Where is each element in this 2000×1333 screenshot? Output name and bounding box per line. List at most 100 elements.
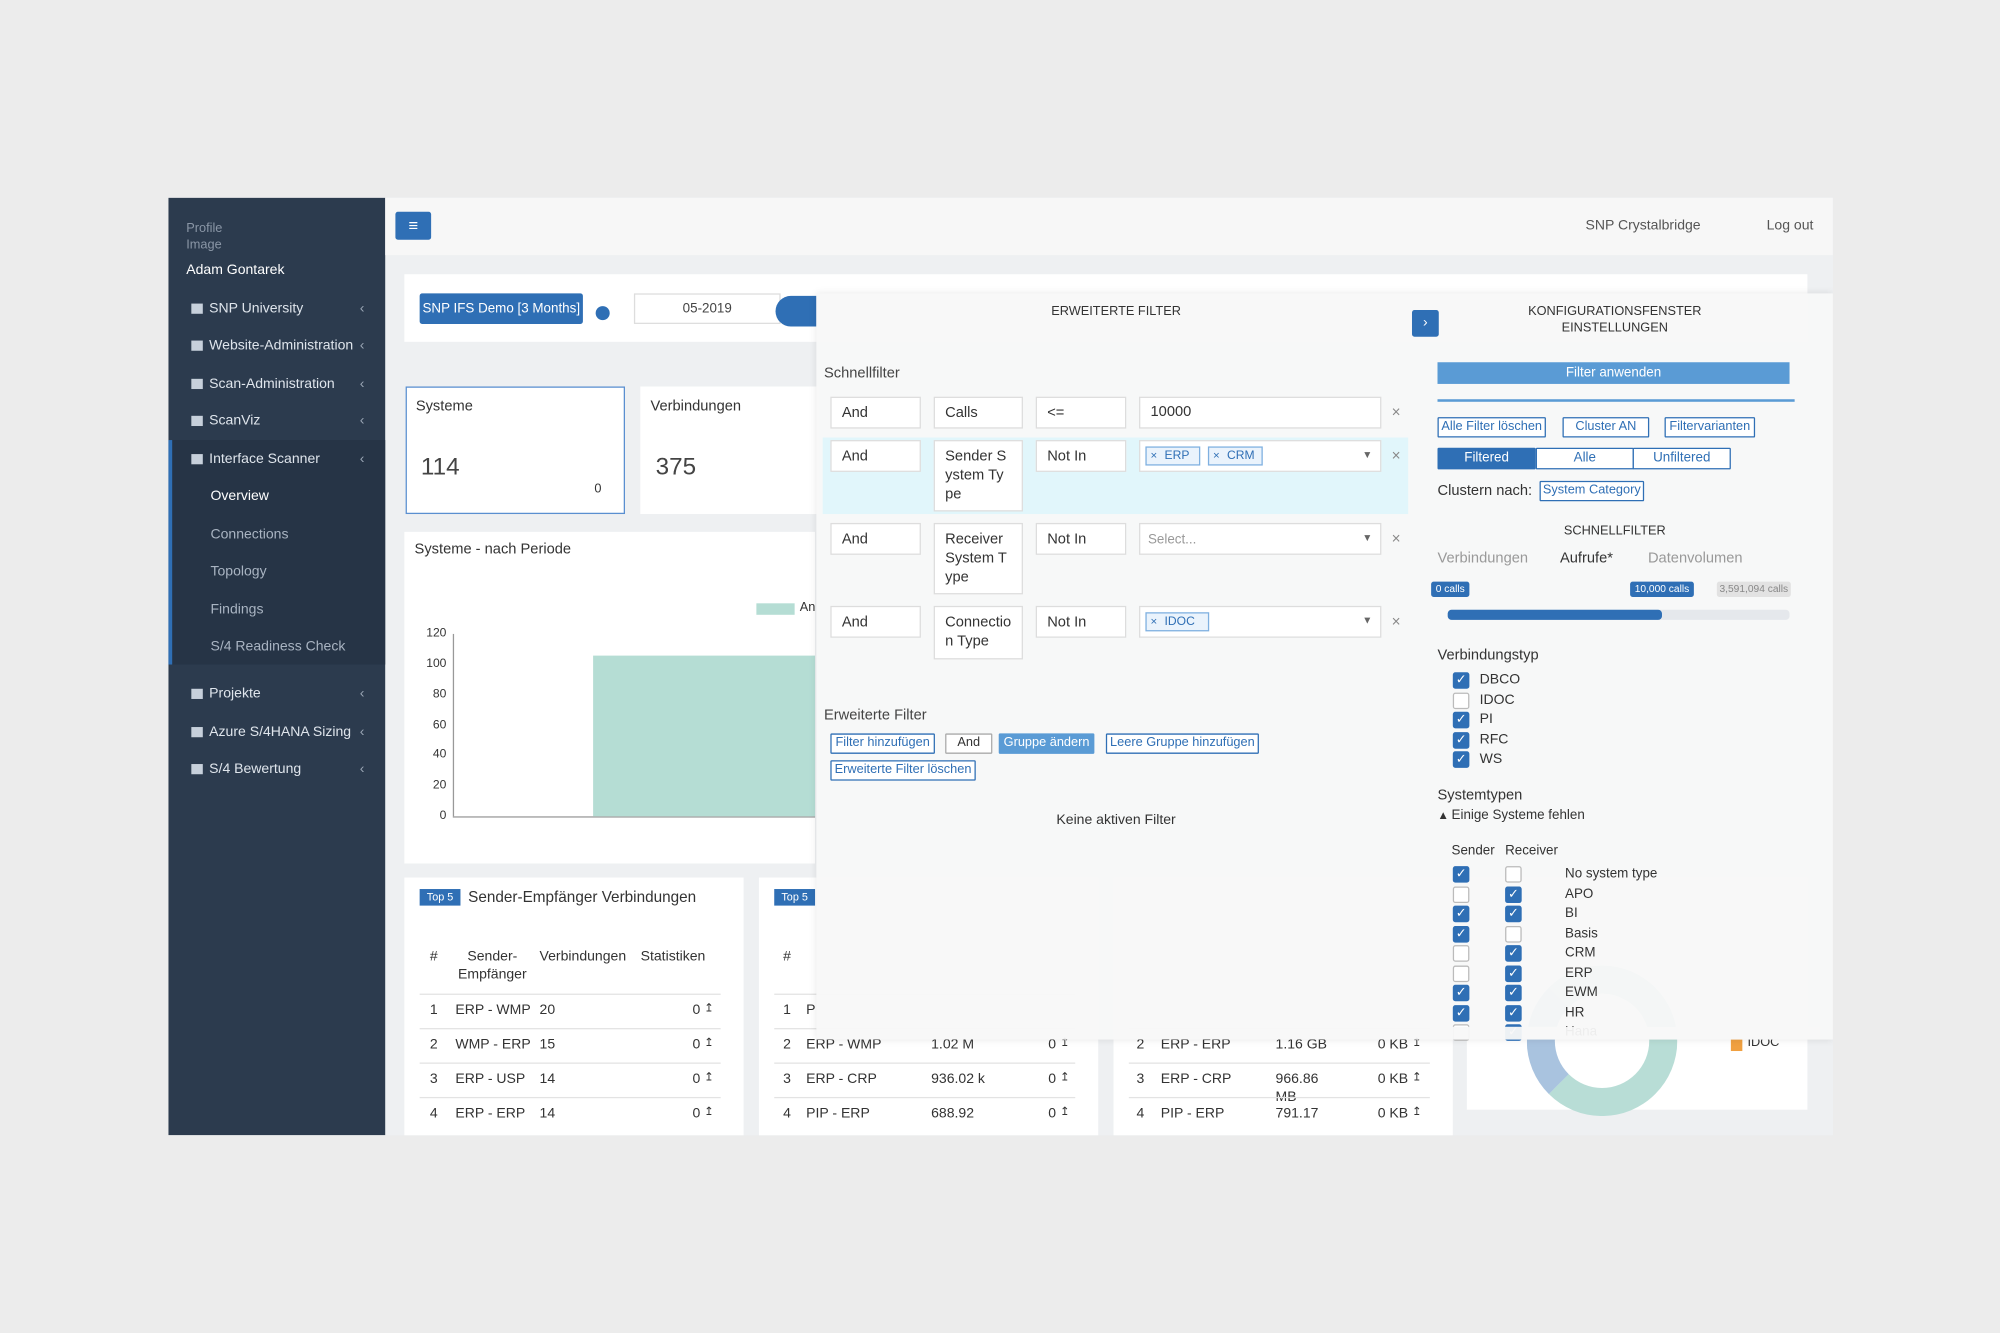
menu-item[interactable]: S/4 Bewertung: [209, 761, 302, 777]
sender-checkbox[interactable]: [1452, 945, 1470, 962]
remove-row[interactable]: ×: [1391, 403, 1401, 421]
tag[interactable]: ERP: [1145, 446, 1201, 466]
checkbox[interactable]: [1452, 691, 1470, 709]
metric-tab[interactable]: Verbindungen: [1437, 551, 1529, 567]
logic-select[interactable]: And: [830, 522, 921, 555]
checkbox[interactable]: ✓: [1452, 711, 1470, 729]
submenu-item[interactable]: Overview: [210, 488, 269, 504]
receiver-checkbox[interactable]: ✓: [1505, 945, 1522, 962]
filter-button[interactable]: Filter hinzufügen: [830, 733, 935, 754]
field-select[interactable]: Sender System Type: [933, 440, 1023, 512]
tag-remove: ×: [1150, 448, 1158, 462]
tag[interactable]: IDOC: [1145, 612, 1210, 632]
menu-item[interactable]: Projekte: [209, 686, 261, 702]
user-name[interactable]: Adam Gontarek: [186, 262, 285, 279]
field-select[interactable]: Connection Type: [933, 605, 1023, 660]
table-cell: 0: [1048, 1071, 1057, 1087]
sender-checkbox[interactable]: ✓: [1452, 866, 1470, 883]
operator-select[interactable]: Not In: [1035, 605, 1127, 638]
operator-select[interactable]: <=: [1035, 396, 1127, 429]
legend-swatch: [1730, 1039, 1743, 1052]
metric-tab[interactable]: Aufrufe*: [1559, 551, 1613, 567]
logic-select[interactable]: And: [830, 440, 921, 472]
receiver-checkbox[interactable]: ✓: [1505, 1004, 1522, 1022]
menu-item[interactable]: Scan-Administration: [209, 376, 335, 392]
submenu-item[interactable]: Findings: [210, 601, 264, 617]
y-tick-label: 20: [432, 778, 447, 793]
remove-row[interactable]: ×: [1391, 446, 1401, 465]
filter-button[interactable]: And: [945, 733, 993, 754]
table-cell: 1.02 M: [931, 1036, 975, 1053]
receiver-checkbox[interactable]: ✓: [1505, 885, 1522, 903]
remove-row[interactable]: ×: [1391, 612, 1401, 631]
period-input[interactable]: 05-2019: [633, 293, 781, 324]
cluster-label: Clustern nach:: [1437, 483, 1533, 499]
value-input[interactable]: [1139, 522, 1382, 555]
value-input[interactable]: 10000: [1139, 396, 1382, 429]
menu-item[interactable]: Interface Scanner: [209, 451, 320, 467]
field-select[interactable]: Receiver System Type: [933, 522, 1023, 595]
menu-item[interactable]: Azure S/4HANA Sizing: [209, 724, 352, 740]
sender-checkbox[interactable]: ✓: [1452, 905, 1470, 923]
collapse-button[interactable]: ›: [1411, 309, 1439, 337]
menu-toggle[interactable]: ≡: [395, 211, 432, 240]
system-type: CRM: [1565, 945, 1596, 961]
mode-toggle[interactable]: Unfiltered: [1632, 447, 1731, 470]
action-button[interactable]: Alle Filter löschen: [1437, 417, 1546, 438]
system-type: BI: [1565, 905, 1578, 921]
submenu-item[interactable]: Topology: [210, 563, 267, 580]
action-button[interactable]: Cluster AN: [1562, 417, 1650, 438]
sender-checkbox[interactable]: ✓: [1452, 984, 1470, 1002]
filter-button[interactable]: Erweiterte Filter löschen: [830, 760, 976, 781]
y-tick-label: 80: [432, 687, 447, 702]
sender-checkbox[interactable]: [1452, 964, 1470, 982]
y-tick-label: 40: [432, 747, 447, 762]
logic-select[interactable]: And: [830, 605, 921, 638]
cluster-value[interactable]: System Category: [1539, 480, 1645, 502]
table-cell: 1: [783, 1002, 791, 1018]
panel-fade: [1437, 1026, 1821, 1040]
tag[interactable]: CRM: [1207, 446, 1263, 466]
sender-checkbox[interactable]: ✓: [1452, 925, 1470, 942]
mode-toggle[interactable]: Alle: [1535, 447, 1634, 470]
row-rule: [1128, 1062, 1430, 1064]
field-select[interactable]: Calls: [933, 396, 1023, 429]
table-cell: 4: [429, 1105, 438, 1122]
top-badge: Top 5: [419, 889, 461, 906]
filter-button[interactable]: Leere Gruppe hinzufügen: [1105, 733, 1259, 754]
operator-select[interactable]: Not In: [1035, 522, 1127, 555]
sender-checkbox[interactable]: ✓: [1452, 1004, 1470, 1022]
remove-row[interactable]: ×: [1391, 529, 1401, 548]
menu-item[interactable]: SNP University: [209, 301, 304, 317]
metric-tab[interactable]: Datenvolumen: [1647, 551, 1743, 567]
checkbox-label: IDOC: [1479, 691, 1515, 708]
apply-button[interactable]: Filter anwenden: [1437, 362, 1790, 384]
receiver-checkbox[interactable]: ✓: [1505, 905, 1522, 923]
submenu-item[interactable]: Connections: [210, 526, 289, 542]
checkbox[interactable]: ✓: [1452, 672, 1470, 689]
receiver-checkbox[interactable]: [1505, 866, 1522, 883]
action-button[interactable]: Filtervarianten: [1664, 417, 1756, 438]
receiver-checkbox[interactable]: ✓: [1505, 984, 1522, 1002]
filter-button[interactable]: Gruppe ändern: [998, 733, 1095, 754]
submenu-item[interactable]: S/4 Readiness Check: [210, 639, 346, 655]
brand: SNP Crystalbridge: [1585, 218, 1701, 234]
settings-button[interactable]: [775, 295, 817, 327]
menu-arrow: ‹: [359, 686, 365, 702]
checkbox[interactable]: ✓: [1452, 751, 1470, 768]
menu-item[interactable]: ScanViz: [209, 413, 261, 429]
mode-toggle[interactable]: Filtered: [1437, 447, 1536, 470]
receiver-checkbox[interactable]: ✓: [1505, 964, 1522, 982]
table-cell: PIP - ERP: [806, 1105, 870, 1122]
operator-select[interactable]: Not In: [1035, 440, 1127, 472]
menu-item[interactable]: Website-Administration: [209, 338, 354, 354]
modal-title: ERWEITERTE FILTER: [1051, 304, 1181, 319]
receiver-checkbox[interactable]: [1505, 925, 1522, 942]
checkbox[interactable]: ✓: [1452, 731, 1470, 749]
scan-button[interactable]: SNP IFS Demo [3 Months]: [419, 293, 583, 324]
logic-select[interactable]: And: [830, 396, 921, 429]
logout[interactable]: Log out: [1766, 218, 1814, 234]
sender-checkbox[interactable]: [1452, 885, 1470, 903]
row-rule: [419, 993, 721, 995]
menu-icon: [191, 415, 203, 427]
